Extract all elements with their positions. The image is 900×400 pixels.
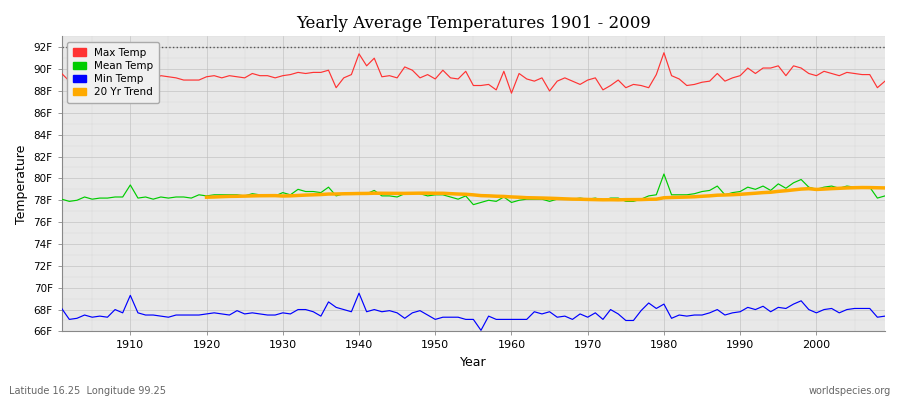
Max Temp <box>879 79 890 84</box>
Max Temp <box>605 83 616 88</box>
Text: Latitude 16.25  Longitude 99.25: Latitude 16.25 Longitude 99.25 <box>9 386 166 396</box>
Min Temp <box>521 317 532 322</box>
Mean Temp <box>117 194 128 199</box>
20 Yr Trend <box>292 193 303 198</box>
Mean Temp <box>514 198 525 203</box>
Mean Temp <box>879 194 890 198</box>
Mean Temp <box>659 172 670 176</box>
Mean Temp <box>330 194 341 198</box>
20 Yr Trend <box>407 191 418 196</box>
Max Temp <box>117 78 128 82</box>
Min Temp <box>475 328 486 333</box>
20 Yr Trend <box>681 195 692 200</box>
Min Temp <box>285 312 296 316</box>
Min Temp <box>117 310 128 315</box>
20 Yr Trend <box>613 198 624 202</box>
Mean Temp <box>57 197 68 202</box>
Min Temp <box>330 305 341 310</box>
Title: Yearly Average Temperatures 1901 - 2009: Yearly Average Temperatures 1901 - 2009 <box>296 15 651 32</box>
Line: Max Temp: Max Temp <box>62 53 885 93</box>
Max Temp <box>57 71 68 76</box>
20 Yr Trend <box>788 188 799 192</box>
Mean Temp <box>468 202 479 207</box>
Mean Temp <box>285 192 296 197</box>
Line: Mean Temp: Mean Temp <box>62 174 885 205</box>
Line: 20 Yr Trend: 20 Yr Trend <box>206 188 885 200</box>
Max Temp <box>330 85 341 90</box>
Max Temp <box>285 72 296 77</box>
20 Yr Trend <box>879 186 890 190</box>
Min Temp <box>514 317 525 322</box>
Min Temp <box>57 306 68 311</box>
Mean Temp <box>605 196 616 200</box>
Min Temp <box>354 291 364 296</box>
Max Temp <box>506 91 517 96</box>
Text: worldspecies.org: worldspecies.org <box>809 386 891 396</box>
Mean Temp <box>506 200 517 205</box>
Max Temp <box>514 71 525 76</box>
Y-axis label: Temperature: Temperature <box>15 144 28 224</box>
Line: Min Temp: Min Temp <box>62 293 885 330</box>
X-axis label: Year: Year <box>460 356 487 369</box>
20 Yr Trend <box>773 189 784 194</box>
Max Temp <box>499 69 509 74</box>
Max Temp <box>659 50 670 55</box>
20 Yr Trend <box>201 195 212 200</box>
20 Yr Trend <box>864 185 875 190</box>
Min Temp <box>613 312 624 316</box>
Legend: Max Temp, Mean Temp, Min Temp, 20 Yr Trend: Max Temp, Mean Temp, Min Temp, 20 Yr Tre… <box>67 42 159 104</box>
Min Temp <box>879 314 890 318</box>
20 Yr Trend <box>857 185 868 190</box>
